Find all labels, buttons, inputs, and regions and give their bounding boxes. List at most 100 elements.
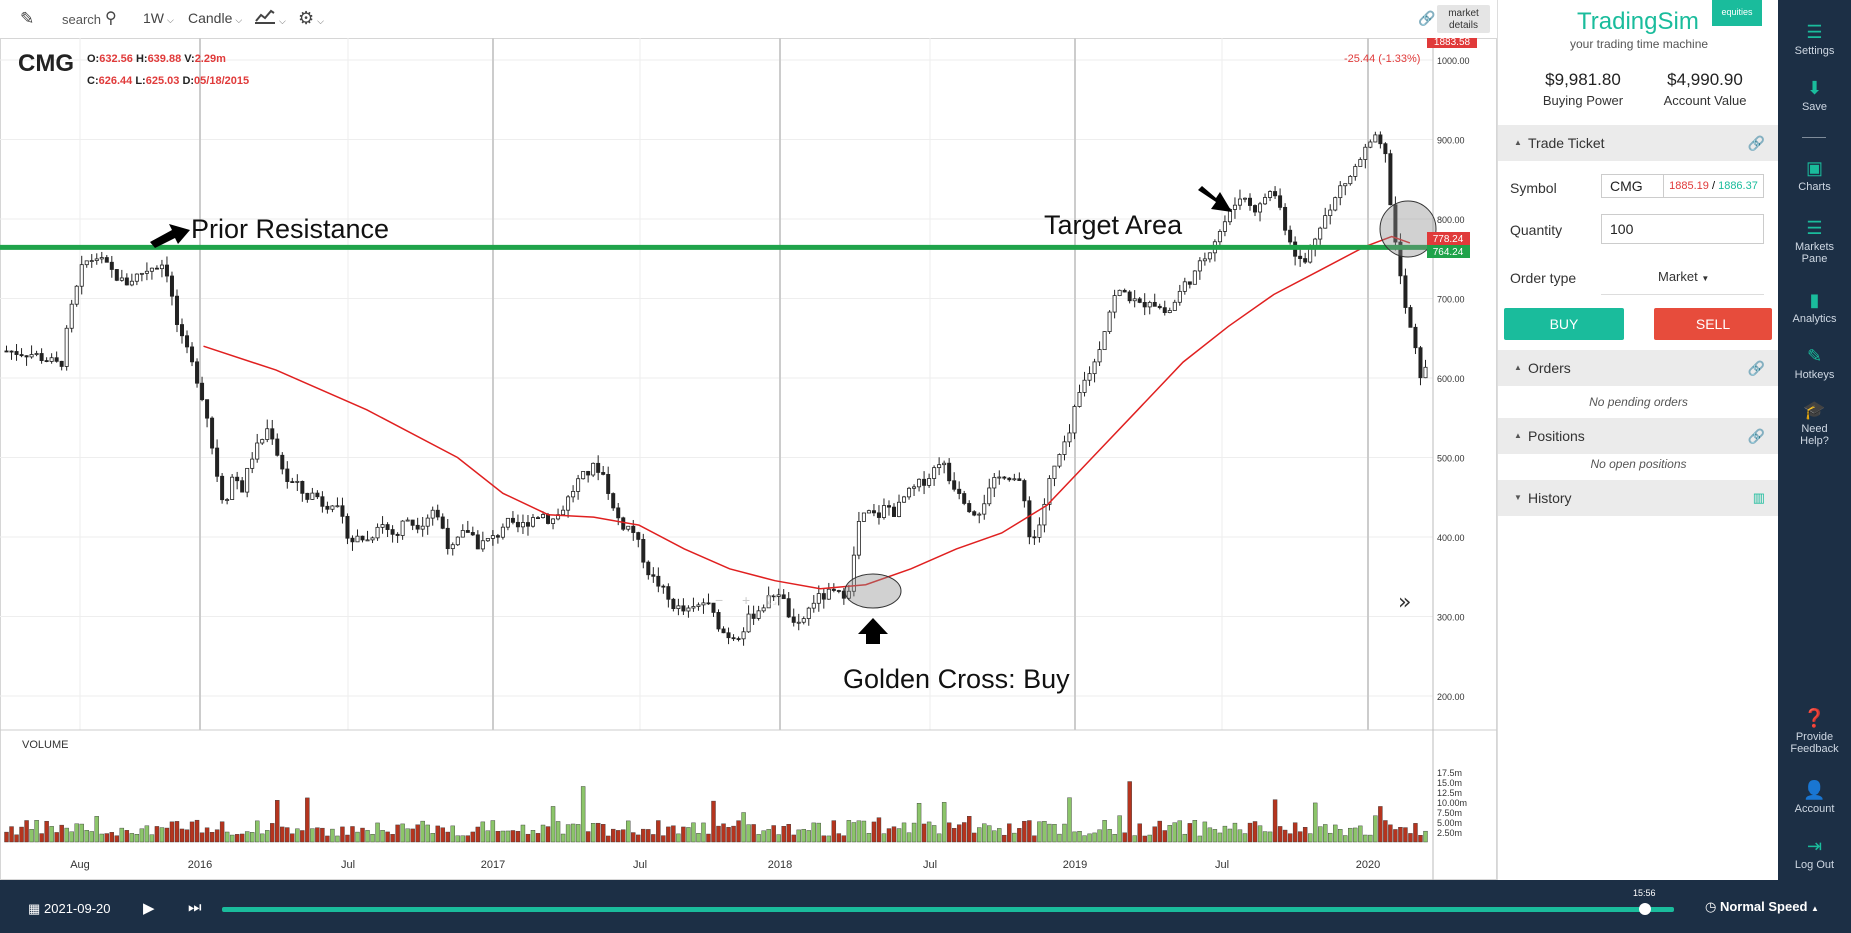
play-icon[interactable]: ▶	[143, 900, 155, 917]
candle-body	[230, 476, 235, 500]
price-chart[interactable]: 1000.00 900.00 800.00 700.00 600.00 500.00 400…	[0, 38, 1497, 880]
question-icon: ❓	[1803, 708, 1826, 728]
step-forward-icon[interactable]: ⏭	[188, 899, 202, 916]
date-display[interactable]: 2021-09-20	[44, 901, 111, 916]
candle-body	[250, 458, 255, 469]
history-header[interactable]: ▼ History ▥	[1498, 480, 1779, 516]
candle-body	[781, 594, 786, 600]
trade-ticket-header[interactable]: ▲ Trade Ticket 🔗	[1498, 125, 1779, 161]
sidebar-item-analytics[interactable]: ▮ Analytics	[1778, 290, 1851, 325]
volume-bar	[1217, 832, 1223, 843]
volume-bar	[375, 822, 380, 843]
volume-bar	[385, 831, 390, 843]
candle-body	[220, 475, 225, 501]
chart-grid	[0, 38, 1433, 730]
quantity-input[interactable]	[1601, 214, 1764, 244]
candle-body	[1122, 289, 1127, 293]
playback-progress-track[interactable]	[222, 907, 1674, 912]
candle-body	[636, 532, 641, 540]
sell-button[interactable]: SELL	[1654, 308, 1772, 340]
pencil-icon[interactable]: ✎	[20, 9, 35, 28]
candle-body	[586, 471, 591, 476]
volume-bar	[816, 822, 821, 843]
candle-body	[375, 526, 380, 539]
symbol-input[interactable]	[1601, 174, 1664, 198]
sidebar-item-charts[interactable]: ▣ Charts	[1778, 158, 1851, 193]
candle-body	[1318, 227, 1323, 240]
volume-bar	[149, 834, 155, 843]
volume-bar	[19, 826, 24, 843]
bar-chart-icon[interactable]: ▥	[1752, 490, 1765, 505]
ma-price-label: 778.24	[1433, 234, 1464, 245]
sidebar-item-markets-pane[interactable]: ☰ Markets Pane	[1778, 218, 1851, 265]
candle-body	[245, 467, 250, 493]
volume-bar	[184, 829, 190, 843]
playback-slider-handle[interactable]	[1638, 903, 1651, 915]
order-type-select[interactable]: Market ▼	[1658, 269, 1709, 284]
orders-header[interactable]: ▲ Orders 🔗	[1498, 350, 1779, 386]
volume-tick-label: 10.00m	[1437, 798, 1467, 808]
positions-title: Positions	[1528, 428, 1585, 444]
sidebar-item-settings[interactable]: ☰ Settings	[1778, 22, 1851, 57]
chart-type-select[interactable]: Candle ⌵	[188, 10, 243, 26]
candle-body	[1067, 432, 1072, 443]
candle-body	[786, 598, 791, 618]
sidebar-label: Feedback	[1790, 743, 1839, 755]
sidebar-item-feedback[interactable]: ❓ Provide Feedback	[1778, 708, 1851, 755]
candle-body	[365, 539, 370, 542]
buy-button[interactable]: BUY	[1504, 308, 1624, 340]
volume-bar	[967, 816, 972, 843]
calendar-icon[interactable]: ▦	[28, 901, 41, 916]
link-icon[interactable]: 🔗	[1747, 428, 1765, 444]
link-icon[interactable]: 🔗	[1418, 10, 1436, 26]
candle-body	[977, 513, 982, 516]
interval-select[interactable]: 1W ⌵	[143, 10, 174, 26]
candle-body	[1393, 204, 1398, 243]
orders-empty-message: No pending orders	[1589, 395, 1688, 409]
playback-bar: ▦ 2021-09-20 ▶ ⏭ 15:56 ◷ Normal Speed ▲	[0, 880, 1851, 933]
volume-bar	[1192, 820, 1198, 843]
sidebar-item-save[interactable]: ⬇ Save	[1778, 78, 1851, 113]
sidebar-item-log-out[interactable]: ⇥ Log Out	[1778, 836, 1851, 871]
candle-body	[500, 526, 505, 538]
candle-body	[109, 261, 114, 270]
link-icon[interactable]: 🔗	[1747, 135, 1765, 151]
settings-gear-button[interactable]: ⚙ ⌵	[298, 8, 324, 29]
volume-bar	[239, 833, 245, 843]
candle-body	[871, 510, 876, 514]
speed-select[interactable]: ◷ Normal Speed ▲	[1705, 899, 1819, 915]
volume-bar	[224, 831, 230, 843]
volume-bar	[982, 823, 987, 843]
sidebar-item-hotkeys[interactable]: ✎ Hotkeys	[1778, 346, 1851, 381]
candle-body	[99, 257, 104, 260]
volume-bar	[1122, 832, 1127, 843]
candle-body	[134, 273, 139, 282]
search-input[interactable]: search	[62, 12, 102, 27]
volume-bar	[1323, 824, 1328, 843]
volume-bar	[355, 831, 360, 843]
fit-icon: ⛶	[767, 593, 777, 607]
sidebar-item-need-help[interactable]: 🎓 Need Help?	[1778, 400, 1851, 447]
candle-body	[967, 503, 972, 513]
volume-bar	[560, 833, 566, 843]
volume-bar	[941, 802, 947, 843]
indicators-button[interactable]: ⌵	[254, 8, 286, 27]
candle-body	[94, 258, 99, 261]
chevron-down-icon: ⌵	[279, 16, 286, 26]
sidebar-item-account[interactable]: 👤 Account	[1778, 780, 1851, 815]
target-area-annotation: Target Area	[1044, 210, 1183, 240]
chart-area[interactable]	[0, 38, 1497, 880]
price-tick-label: 400.00	[1437, 533, 1465, 543]
volume-bar	[1212, 829, 1218, 843]
candle-body	[440, 516, 445, 529]
positions-header[interactable]: ▲ Positions 🔗	[1498, 418, 1779, 454]
link-icon[interactable]: 🔗	[1747, 360, 1765, 376]
candle-body	[957, 488, 962, 494]
market-details-button[interactable]: market details	[1437, 5, 1490, 33]
search-icon[interactable]: ⚲	[105, 10, 117, 27]
collapse-icon: ▲	[1514, 363, 1522, 372]
candle-body	[576, 478, 581, 492]
volume-bar	[691, 822, 696, 843]
candle-body	[927, 478, 932, 486]
candle-body	[1167, 310, 1172, 314]
